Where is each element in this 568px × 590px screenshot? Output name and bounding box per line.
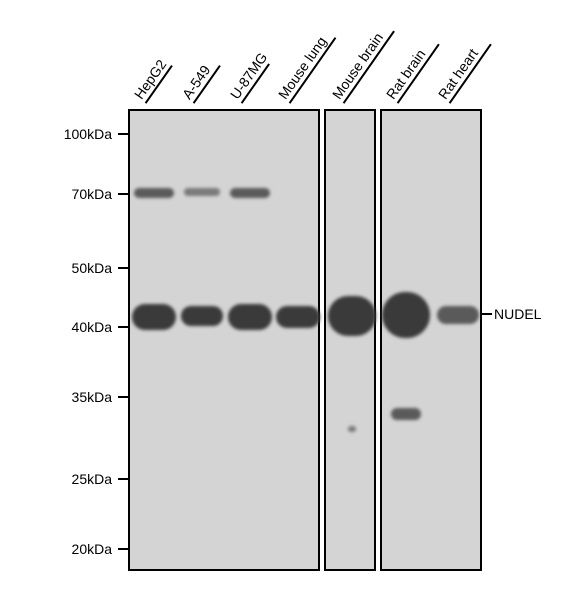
lane-label: Rat heart [435,46,481,102]
mw-tick [118,193,128,195]
mw-tick [118,326,128,328]
target-label: NUDEL [494,306,541,322]
blot-panel [324,109,376,571]
mw-tick [118,548,128,550]
band [230,188,270,198]
blot-panel [128,109,320,571]
band [276,306,320,328]
band [134,188,174,198]
band [181,306,223,326]
mw-label: 70kDa [40,186,112,202]
mw-label: 100kDa [40,126,112,142]
mw-tick [118,267,128,269]
mw-tick [118,133,128,135]
mw-label: 50kDa [40,260,112,276]
lane-label: U-87MG [227,49,270,102]
band [391,408,421,420]
target-tick [482,313,492,315]
band [228,304,272,330]
band [348,426,356,432]
lane-label: Mouse lung [275,34,330,102]
band [437,306,479,324]
lane-label: Rat brain [383,46,429,102]
band [184,188,220,196]
mw-label: 40kDa [40,319,112,335]
band [132,304,176,330]
band [382,292,430,338]
mw-tick [118,396,128,398]
mw-label: 20kDa [40,541,112,557]
mw-label: 25kDa [40,471,112,487]
lane-label: Mouse brain [329,30,386,102]
mw-tick [118,478,128,480]
blot-panel [380,109,482,571]
mw-label: 35kDa [40,389,112,405]
band [328,296,376,336]
